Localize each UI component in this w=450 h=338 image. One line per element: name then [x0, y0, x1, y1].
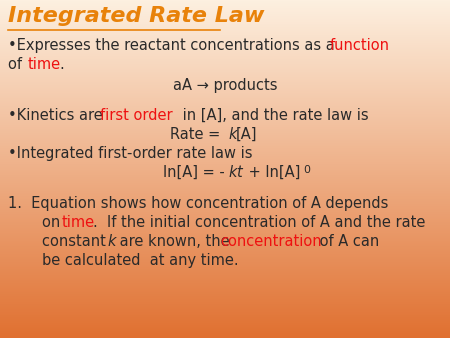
Text: •Kinetics are: •Kinetics are [8, 108, 108, 123]
Text: 1.  Equation shows how concentration of A depends: 1. Equation shows how concentration of A… [8, 196, 388, 211]
Text: + ln[A]: + ln[A] [244, 165, 301, 180]
Text: k: k [107, 234, 116, 249]
Text: k: k [228, 165, 237, 180]
Text: of: of [8, 57, 27, 72]
Text: •Expresses the reactant concentrations as a: •Expresses the reactant concentrations a… [8, 38, 339, 53]
Text: in [A], and the rate law is: in [A], and the rate law is [178, 108, 369, 123]
Text: •Integrated first-order rate law is: •Integrated first-order rate law is [8, 146, 252, 161]
Text: Integrated Rate Law: Integrated Rate Law [8, 6, 265, 26]
Text: of A can: of A can [315, 234, 379, 249]
Text: aA → products: aA → products [173, 78, 277, 93]
Text: t: t [236, 165, 242, 180]
Text: constant: constant [42, 234, 111, 249]
Text: on: on [42, 215, 65, 230]
Text: function: function [330, 38, 390, 53]
Text: [A]: [A] [236, 127, 257, 142]
Text: .  If the initial concentration of A and the rate: . If the initial concentration of A and … [93, 215, 425, 230]
Text: ln[A] = -: ln[A] = - [163, 165, 225, 180]
Text: k: k [228, 127, 237, 142]
Text: concentration: concentration [220, 234, 322, 249]
Text: be calculated  at any time.: be calculated at any time. [42, 253, 239, 268]
Text: time: time [62, 215, 95, 230]
Text: Rate =: Rate = [170, 127, 225, 142]
Text: .: . [59, 57, 64, 72]
Text: 0: 0 [303, 165, 310, 175]
Text: first order: first order [100, 108, 173, 123]
Text: time: time [28, 57, 61, 72]
Text: are known, the: are known, the [115, 234, 234, 249]
